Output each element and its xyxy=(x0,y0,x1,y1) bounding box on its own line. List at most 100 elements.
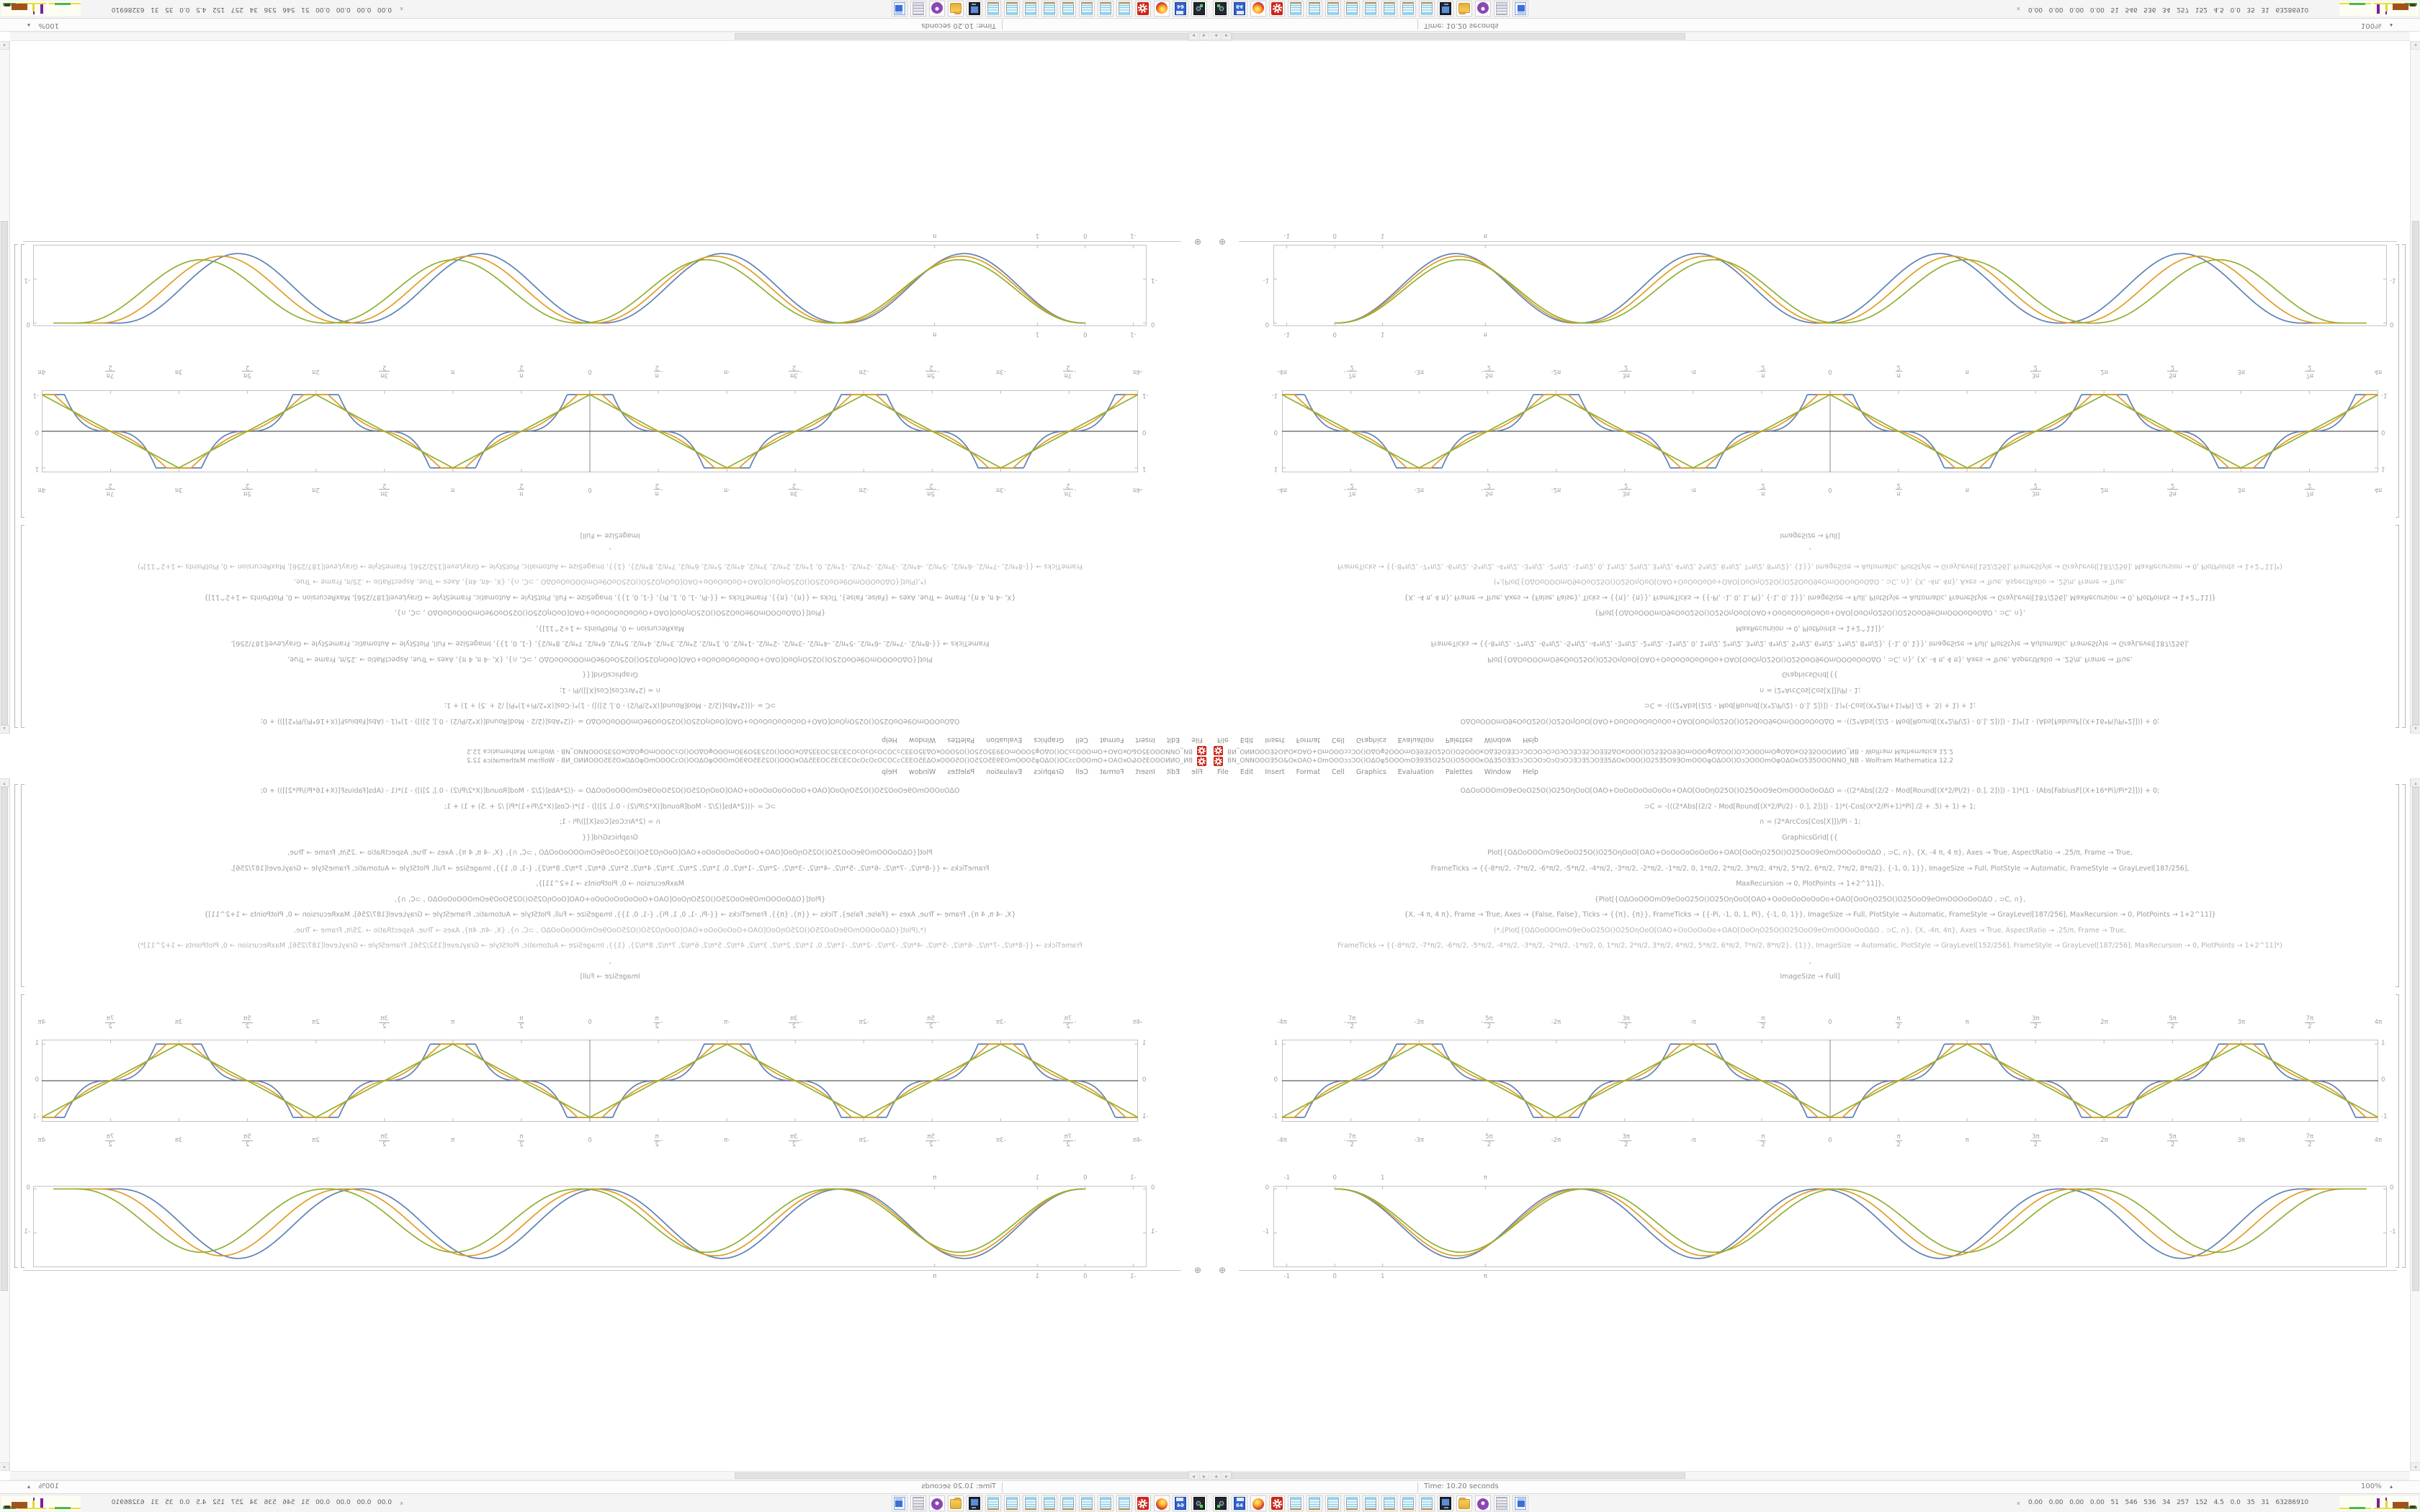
cell-insert-plus-icon[interactable]: ⊕ xyxy=(1219,237,1227,247)
menu-item-edit[interactable]: Edit xyxy=(1166,768,1180,776)
menu-item-help[interactable]: Help xyxy=(1523,768,1538,776)
taskbar-button-document-viewer[interactable] xyxy=(1494,1,1510,17)
taskbar-button-notepad[interactable] xyxy=(1116,1495,1132,1511)
menu-item-evaluation[interactable]: Evaluation xyxy=(986,768,1023,776)
taskbar-button-mathematica[interactable] xyxy=(1269,1,1285,17)
menu-item-window[interactable]: Window xyxy=(908,768,936,776)
taskbar-button-notepad[interactable] xyxy=(985,1,1001,17)
taskbar-button-notepad[interactable] xyxy=(1060,1495,1076,1511)
magnification-popup-icon[interactable]: ▴ xyxy=(2390,1483,2393,1490)
taskbar-button-notepad[interactable] xyxy=(1004,1,1020,17)
taskbar-button-notepad[interactable] xyxy=(1288,1495,1304,1511)
taskbar-button-notepad[interactable] xyxy=(1004,1495,1020,1511)
code-cell[interactable]: ΟΔΟοΟʘΟmΟ9eΟοΟ25Ο()Ο25ΟηΟοΟ[ΟΑΟ+ΟοΟοΟοΟο… xyxy=(1223,783,2397,985)
menu-item-help[interactable]: Help xyxy=(882,736,897,744)
code-cell[interactable]: ΟΔΟοΟʘΟmΟ9eΟοΟ25Ο()Ο25ΟηΟοΟ[ΟΑΟ+ΟοΟοΟοΟο… xyxy=(1223,528,2397,729)
taskbar-button-media-player[interactable] xyxy=(1475,1,1491,17)
cell-insert-line[interactable] xyxy=(1239,241,2397,242)
taskbar-button-file-manager[interactable] xyxy=(948,1495,964,1511)
tray-chevron-icon[interactable]: » xyxy=(398,1501,405,1506)
menu-item-cell[interactable]: Cell xyxy=(1075,736,1088,744)
taskbar-button-notepad[interactable] xyxy=(1419,1495,1435,1511)
menu-item-graphics[interactable]: Graphics xyxy=(1034,736,1065,744)
taskbar-button-notepad[interactable] xyxy=(1381,1,1397,17)
taskbar-button-media-player[interactable] xyxy=(929,1495,945,1511)
cell-bracket-group[interactable] xyxy=(14,244,18,728)
magnification-value[interactable]: 100% xyxy=(2361,1482,2382,1490)
taskbar-button-floppy-64[interactable] xyxy=(1232,1,1247,17)
taskbar-button-firefox[interactable] xyxy=(1154,1,1170,17)
scroll-right-button[interactable]: ▸ xyxy=(1188,1472,1198,1480)
taskbar-button-text-editor-window[interactable] xyxy=(892,1495,908,1511)
taskbar-button-display-settings[interactable] xyxy=(967,1495,982,1511)
taskbar-button-media-player[interactable] xyxy=(1475,1495,1491,1511)
cell-insert-line[interactable] xyxy=(23,1270,1181,1271)
scroll-up-button[interactable]: ▴ xyxy=(2411,725,2420,734)
taskbar-button-mathematica[interactable] xyxy=(1135,1495,1151,1511)
menu-item-palettes[interactable]: Palettes xyxy=(947,736,975,744)
menu-item-edit[interactable]: Edit xyxy=(1240,768,1254,776)
menu-item-palettes[interactable]: Palettes xyxy=(1445,768,1473,776)
vertical-scroll-thumb[interactable] xyxy=(2412,221,2419,725)
taskbar-button-notepad[interactable] xyxy=(1041,1,1057,17)
taskbar-button-notepad[interactable] xyxy=(1023,1,1039,17)
cell-bracket-code[interactable] xyxy=(21,784,24,987)
menu-item-window[interactable]: Window xyxy=(1484,768,1512,776)
vertical-scrollbar[interactable]: ▴ ▾ xyxy=(0,778,10,1471)
horizontal-scroll-thumb[interactable] xyxy=(735,1472,1188,1479)
taskbar-button-document-viewer[interactable] xyxy=(910,1495,926,1511)
menu-item-palettes[interactable]: Palettes xyxy=(1445,736,1473,744)
magnification-value[interactable]: 100% xyxy=(38,22,59,30)
horizontal-scrollbar[interactable]: ◂ ▸ xyxy=(1210,1471,2410,1480)
horizontal-scroll-thumb[interactable] xyxy=(1232,1472,1685,1479)
scroll-right-button[interactable]: ▸ xyxy=(1222,32,1232,40)
menu-item-edit[interactable]: Edit xyxy=(1240,736,1254,744)
cell-insert-plus-icon[interactable]: ⊕ xyxy=(1193,237,1201,247)
taskbar-button-screenshot-tool[interactable] xyxy=(1191,1,1207,17)
vertical-scrollbar[interactable]: ▴ ▾ xyxy=(2410,778,2420,1471)
menu-item-graphics[interactable]: Graphics xyxy=(1355,736,1386,744)
taskbar-button-text-editor-window[interactable] xyxy=(1512,1,1528,17)
window-title-bar[interactable]: ΒΝ_ΟΝΝΟʘΟƎ5Ο&ΟκΟΑΟ+ΟmΟʘΟɔɔƆΟ()ΟΔΟφ5ΟʘΟmΟ… xyxy=(1210,756,2420,766)
menu-item-insert[interactable]: Insert xyxy=(1135,736,1155,744)
taskbar-button-notepad[interactable] xyxy=(1023,1495,1039,1511)
menu-item-help[interactable]: Help xyxy=(882,768,897,776)
taskbar-button-screenshot-tool[interactable] xyxy=(1213,1,1229,17)
cell-bracket-code[interactable] xyxy=(2396,525,2399,728)
code-cell[interactable]: ΟΔΟοΟʘΟmΟ9eΟοΟ25Ο()Ο25ΟηΟοΟ[ΟΑΟ+ΟοΟοΟοΟο… xyxy=(23,528,1197,729)
vertical-scroll-thumb[interactable] xyxy=(1,221,8,725)
scroll-right-button[interactable]: ▸ xyxy=(1188,32,1198,40)
taskbar-button-text-editor-window[interactable] xyxy=(892,1,908,17)
horizontal-scrollbar[interactable]: ◂ ▸ xyxy=(1210,32,2410,41)
cell-insert-line[interactable] xyxy=(23,241,1181,242)
taskbar-button-notepad[interactable] xyxy=(1079,1495,1095,1511)
taskbar-button-screenshot-tool[interactable] xyxy=(1213,1495,1229,1511)
taskbar-button-notepad[interactable] xyxy=(1400,1,1416,17)
menu-item-graphics[interactable]: Graphics xyxy=(1355,768,1386,776)
menu-item-window[interactable]: Window xyxy=(1484,736,1512,744)
menu-item-format[interactable]: Format xyxy=(1296,736,1321,744)
magnification-popup-icon[interactable]: ▴ xyxy=(2390,22,2393,29)
menu-item-file[interactable]: File xyxy=(1191,768,1203,776)
scroll-left-button[interactable]: ◂ xyxy=(1199,32,1209,40)
taskbar-button-firefox[interactable] xyxy=(1250,1495,1266,1511)
cell-bracket-output[interactable] xyxy=(21,244,24,518)
taskbar-button-screenshot-tool[interactable] xyxy=(1191,1495,1207,1511)
taskbar-button-notepad[interactable] xyxy=(1307,1,1322,17)
taskbar-button-notepad[interactable] xyxy=(1344,1495,1360,1511)
system-monitor-graph[interactable] xyxy=(2339,1496,2419,1511)
magnification-popup-icon[interactable]: ▴ xyxy=(27,22,30,29)
tray-chevron-icon[interactable]: » xyxy=(2015,1501,2022,1506)
taskbar-button-display-settings[interactable] xyxy=(1438,1495,1453,1511)
taskbar-button-notepad[interactable] xyxy=(1419,1,1435,17)
magnification-value[interactable]: 100% xyxy=(2361,22,2382,30)
window-title-bar[interactable]: ΒΝ_ΟΝΝΟʘΟƎ5Ο&ΟκΟΑΟ+ΟmΟʘΟɔɔƆΟ()ΟΔΟφ5ΟʘΟmΟ… xyxy=(1210,746,2420,756)
scroll-right-button[interactable]: ▸ xyxy=(1222,1472,1232,1480)
menu-item-evaluation[interactable]: Evaluation xyxy=(986,736,1023,744)
scroll-down-button[interactable]: ▾ xyxy=(2411,1462,2420,1471)
menu-item-file[interactable]: File xyxy=(1217,736,1229,744)
horizontal-scroll-thumb[interactable] xyxy=(735,33,1188,40)
taskbar-button-notepad[interactable] xyxy=(1288,1,1304,17)
magnification-popup-icon[interactable]: ▴ xyxy=(27,1483,30,1490)
taskbar-button-notepad[interactable] xyxy=(1116,1,1132,17)
